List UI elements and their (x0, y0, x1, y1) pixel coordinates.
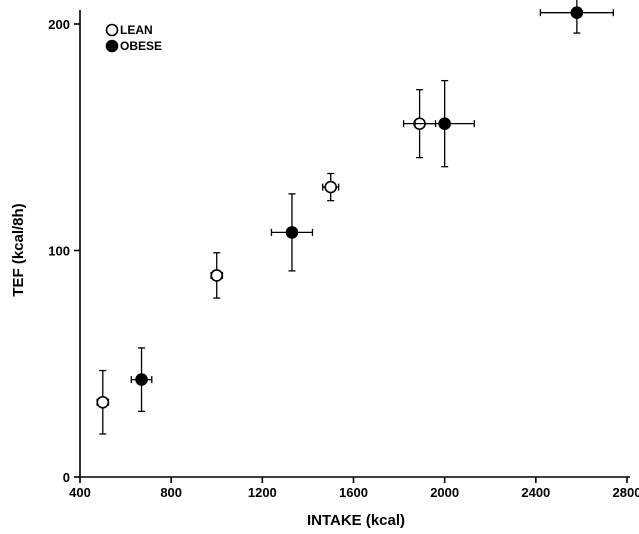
ticks: 400 800 1200 1600 2000 2400 2800 0 100 200 (48, 17, 639, 500)
x-tick-label-2400: 2400 (521, 485, 550, 500)
x-axis-title: INTAKE (kcal) (307, 512, 405, 529)
x-tick-label-2800: 2800 (613, 485, 639, 500)
y-tick-label-200: 200 (48, 17, 70, 32)
y-tick-label-100: 100 (48, 244, 70, 259)
y-tick-label-0: 0 (63, 470, 70, 485)
obese-point-1 (130, 347, 153, 412)
x-tick-label-800: 800 (160, 485, 182, 500)
legend-obese-label: OBESE (120, 39, 162, 53)
lean-marker-2 (210, 269, 224, 282)
legend-lean-marker (105, 23, 119, 37)
x-tick-label-400: 400 (69, 485, 91, 500)
legend-lean-label: LEAN (120, 23, 153, 37)
obese-point-2 (270, 193, 314, 272)
obese-marker-4 (570, 6, 584, 19)
data-points (96, 0, 614, 435)
lean-marker-3 (324, 180, 338, 194)
x-tick-label-1200: 1200 (248, 485, 277, 500)
x-tick-label-1600: 1600 (339, 485, 368, 500)
y-axis-title: TEF (kcal/8h) (10, 203, 27, 296)
obese-marker-2 (285, 226, 299, 239)
obese-marker-3 (438, 117, 451, 130)
legend-obese-marker (105, 39, 119, 53)
lean-marker-1 (96, 395, 110, 409)
axes (79, 10, 630, 478)
x-tick-label-2000: 2000 (430, 485, 459, 500)
lean-point-2 (210, 252, 224, 299)
obese-point-4 (539, 0, 614, 34)
lean-point-3 (322, 172, 340, 202)
lean-point-1 (96, 369, 110, 435)
obese-point-3 (414, 79, 475, 168)
obese-marker-1 (135, 373, 148, 386)
legend: LEAN OBESE (105, 23, 162, 53)
